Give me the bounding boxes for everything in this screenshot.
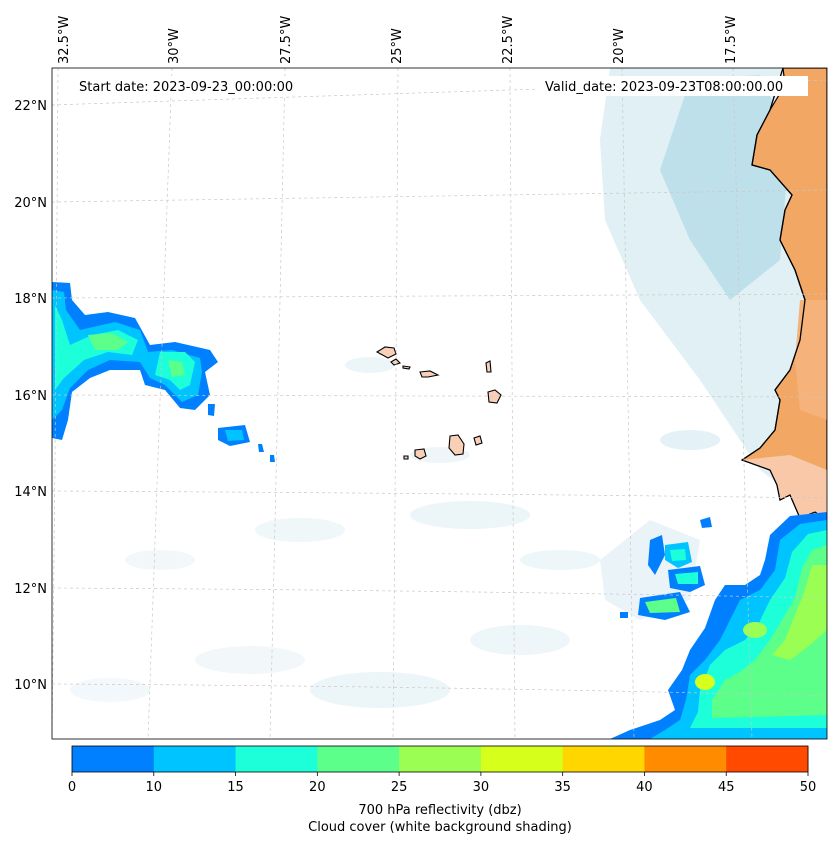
lon-label: 17.5°W [724,16,739,64]
colorbar-label-line1: 700 hPa reflectivity (dbz) [358,803,521,818]
colorbar-swatch [726,746,809,772]
lon-label: 25°W [390,28,405,64]
cloud-cover-shading [70,68,827,708]
lat-label: 22°N [14,99,47,114]
longitude-labels: 32.5°W 30°W 27.5°W 25°W 22.5°W 20°W 17.5… [57,16,739,64]
colorbar-tick-label: 20 [309,780,326,795]
lon-label: 20°W [612,28,627,64]
map-area [52,68,827,739]
colorbar-swatches [72,746,809,772]
cape-verde-islands [375,346,502,460]
latitude-labels: 22°N 20°N 18°N 16°N 14°N 12°N 10°N [14,99,47,693]
colorbar-swatch [399,746,482,772]
lon-label: 22.5°W [501,16,516,64]
colorbar-tick-label: 40 [636,780,653,795]
colorbar: 0 10 15 20 25 30 35 40 45 50 700 hPa reflectivity… [68,745,816,835]
colorbar-tick-label: 35 [554,780,571,795]
colorbar-swatch [644,746,727,772]
lat-label: 10°N [14,678,47,693]
valid-date-label: Valid_date: 2023-09-23T08:00:00.00 [545,80,783,95]
colorbar-tick-label: 25 [391,780,408,795]
colorbar-tick-label: 15 [227,780,244,795]
map-border [51,67,828,740]
colorbar-ticks: 0 10 15 20 25 30 35 40 45 50 [68,772,816,795]
lat-label: 20°N [14,196,47,211]
colorbar-frame [71,745,809,773]
colorbar-swatch [480,746,564,772]
colorbar-tick-label: 10 [146,780,163,795]
colorbar-swatch [317,746,400,772]
colorbar-tick-label: 45 [718,780,735,795]
lon-label: 27.5°W [279,16,294,64]
colorbar-label-line2: Cloud cover (white background shading) [308,820,572,835]
colorbar-tick-label: 30 [473,780,490,795]
reflectivity-southeast [610,512,827,739]
colorbar-swatch [153,746,237,772]
graticule [52,68,827,739]
colorbar-tick-label: 0 [68,780,76,795]
start-date-label: Start date: 2023-09-23_00:00:00 [79,80,293,95]
reflectivity-west [52,282,275,462]
africa-land [740,68,827,521]
lat-label: 12°N [14,582,47,597]
colorbar-tick-label: 50 [800,780,817,795]
lat-label: 14°N [14,485,47,500]
coastline [741,68,806,461]
lat-label: 16°N [14,389,47,404]
lat-label: 18°N [14,292,47,307]
colorbar-swatch [72,746,155,772]
lon-label: 30°W [167,28,182,64]
colorbar-swatch [562,746,645,772]
colorbar-swatch [235,746,318,772]
lon-label: 32.5°W [57,16,72,64]
